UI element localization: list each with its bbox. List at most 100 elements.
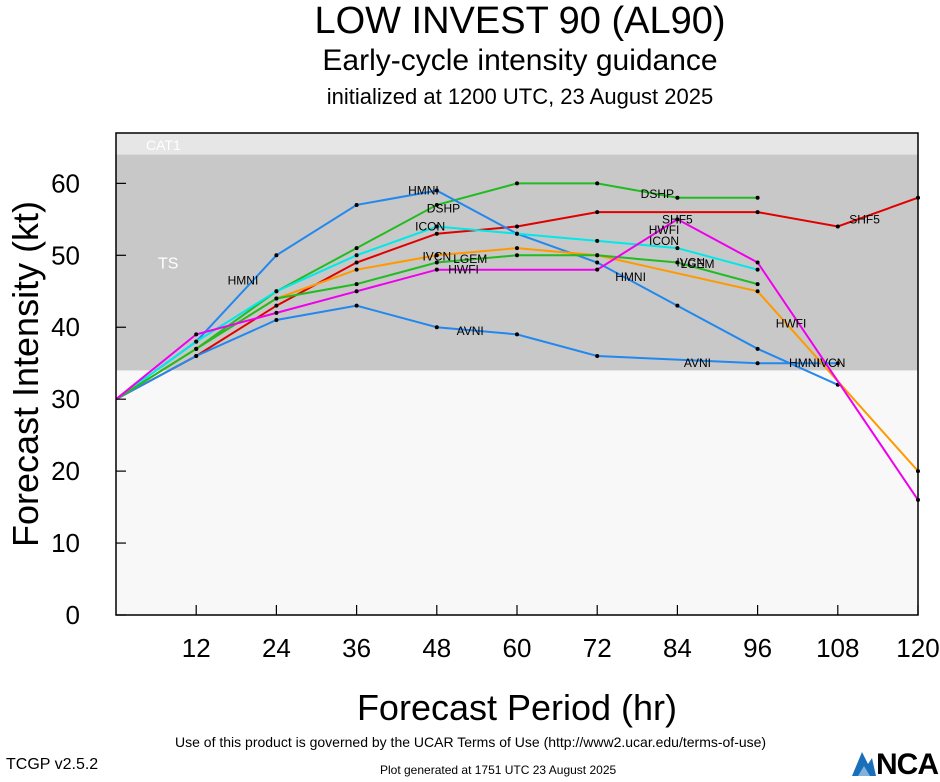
point-icon-60h — [515, 231, 519, 236]
point-icon-96h — [755, 267, 760, 272]
point-avni-48h — [434, 325, 439, 330]
series-label-hmni-4: HMNI — [789, 356, 820, 370]
x-tick-label-84: 84 — [663, 633, 692, 663]
y-tick-label-50: 50 — [51, 240, 80, 270]
series-label-hwfi-1: HWFI — [448, 263, 479, 277]
point-shf5-72h — [595, 210, 600, 215]
y-tick-label-60: 60 — [51, 168, 80, 198]
series-label-ivcn-1: IVCN — [422, 250, 451, 264]
series-label-lgem-2: LGEM — [680, 257, 714, 271]
series-label-icon-1: ICON — [415, 220, 445, 234]
x-tick-label-12: 12 — [182, 633, 211, 663]
point-hwfi-84h — [675, 217, 680, 222]
series-label-lgem-1: LGEM — [453, 252, 487, 266]
series-label-dshp-1: DSHP — [641, 187, 674, 201]
point-avni-36h — [354, 303, 359, 308]
point-lgem-60h — [515, 253, 519, 258]
x-tick-label-108: 108 — [816, 633, 859, 663]
point-hwfi-48h — [434, 267, 439, 272]
series-label-hmni-1: HMNI — [408, 184, 439, 198]
series-label-avni-2: AVNI — [684, 356, 711, 370]
series-label-hwfi-3: HWFI — [776, 317, 807, 331]
point-icon-84h — [675, 246, 680, 251]
band-cat1 — [116, 133, 918, 155]
point-hwfi-24h — [274, 310, 279, 315]
point-lgem-84h — [675, 260, 680, 265]
point-hmni-96h — [755, 346, 760, 351]
point-hwfi-36h — [354, 289, 359, 294]
point-lgem-96h — [755, 282, 760, 287]
y-tick-label-10: 10 — [51, 528, 80, 558]
ncar-logo-icon — [852, 752, 876, 776]
point-hmni-48h — [434, 188, 439, 193]
point-dshp-60h — [515, 181, 519, 186]
point-dshp-84h — [675, 195, 680, 200]
point-icon-36h — [354, 253, 359, 258]
chart-title: LOW INVEST 90 (AL90) — [314, 0, 726, 42]
point-shf5-96h — [755, 210, 760, 215]
y-tick-label-30: 30 — [51, 384, 80, 414]
point-lgem-12h — [194, 346, 199, 351]
series-label-shf5-1: SHF5 — [662, 212, 693, 226]
series-label-hwfi-2: HWFI — [649, 223, 680, 237]
point-icon-72h — [595, 238, 600, 243]
point-hmni-24h — [274, 253, 279, 258]
point-shf5-36h — [354, 260, 359, 265]
point-shf5-108h — [835, 224, 840, 229]
x-tick-label-72: 72 — [583, 633, 612, 663]
point-hmni-72h — [595, 260, 600, 265]
point-icon-12h — [194, 339, 199, 344]
series-label-hmni-2: HMNI — [228, 273, 259, 287]
x-axis-label: Forecast Period (hr) — [357, 687, 677, 728]
point-hmni-36h — [354, 202, 359, 207]
point-shf5-24h — [274, 303, 279, 308]
point-ivcn-36h — [354, 267, 359, 272]
point-hwfi-12h — [194, 332, 199, 337]
point-lgem-24h — [274, 296, 279, 301]
x-tick-label-36: 36 — [342, 633, 371, 663]
init-time: initialized at 1200 UTC, 23 August 2025 — [326, 84, 714, 109]
point-hwfi-96h — [755, 260, 760, 265]
version-label: TCGP v2.5.2 — [6, 756, 99, 773]
x-tick-label-96: 96 — [743, 633, 772, 663]
point-icon-48h — [434, 224, 439, 229]
series-label-ivcn-2: IVCN — [676, 255, 705, 269]
point-dshp-96h — [755, 195, 760, 200]
series-label-hmni-3: HMNI — [615, 270, 646, 284]
terms-of-use: Use of this product is governed by the U… — [175, 734, 767, 750]
ncar-logo-text: NCAR — [876, 748, 940, 781]
y-tick-label-40: 40 — [51, 312, 80, 342]
series-label-shf5-2: SHF5 — [849, 212, 880, 226]
band-label-cat1: CAT1 — [146, 137, 181, 153]
chart-subtitle: Early-cycle intensity guidance — [322, 44, 718, 77]
band-label-ts: TS — [158, 255, 178, 272]
series-label-dshp-2: DSHP — [427, 202, 460, 216]
series-label-avni-1: AVNI — [457, 324, 484, 338]
x-tick-label-48: 48 — [422, 633, 451, 663]
point-hwfi-72h — [595, 267, 600, 272]
point-avni-96h — [755, 361, 760, 366]
point-dshp-72h — [595, 181, 600, 186]
generated-time: Plot generated at 1751 UTC 23 August 202… — [380, 763, 617, 777]
point-avni-12h — [194, 354, 199, 359]
point-avni-24h — [274, 318, 279, 323]
point-ivcn-96h — [755, 289, 760, 294]
point-hmni-84h — [675, 303, 680, 308]
y-tick-label-20: 20 — [51, 456, 80, 486]
x-tick-label-60: 60 — [503, 633, 532, 663]
point-lgem-72h — [595, 253, 600, 258]
point-dshp-36h — [354, 246, 359, 251]
point-icon-24h — [274, 289, 279, 294]
series-label-ivcn-3: IVCN — [817, 356, 846, 370]
x-tick-label-120: 120 — [896, 633, 939, 663]
point-shf5-48h — [434, 231, 439, 236]
point-dshp-48h — [434, 202, 439, 207]
y-axis-label: Forecast Intensity (kt) — [5, 201, 46, 547]
point-ivcn-48h — [434, 253, 439, 258]
point-shf5-60h — [515, 224, 519, 229]
y-tick-label-0: 0 — [66, 600, 80, 630]
intensity-chart: TS CAT1 SHF5 SHF5 DSHP DSHP HMNI HMNI HMNI HMNI A… — [5, 132, 940, 728]
series-label-icon-2: ICON — [649, 234, 679, 248]
x-tick-label-24: 24 — [262, 633, 291, 663]
point-avni-60h — [515, 332, 519, 337]
